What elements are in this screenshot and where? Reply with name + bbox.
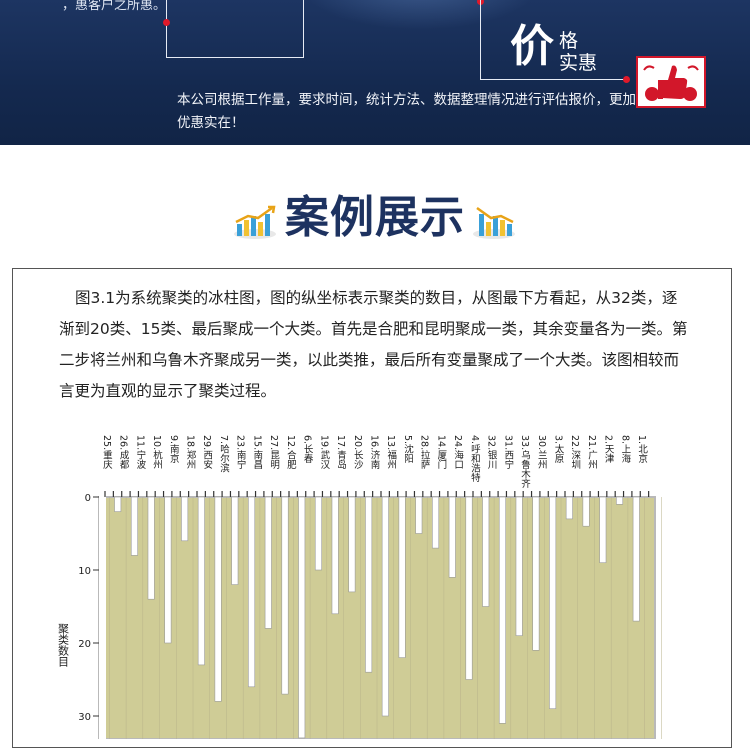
icicle-gap <box>432 496 440 549</box>
category-label: 33.乌鲁木齐 <box>519 435 531 489</box>
category-label: 30.兰州 <box>536 435 548 469</box>
banner-prev-text: ，惠客户之所惠。 <box>62 0 167 13</box>
icicle-gap <box>498 496 506 724</box>
category-label: 15.南昌 <box>251 435 263 470</box>
icicle-gap <box>415 496 423 534</box>
category-label: 16.济南 <box>369 435 381 469</box>
section-title: 案例展示 <box>285 192 465 243</box>
icicle-gap <box>582 496 590 527</box>
icicle-gap <box>130 496 138 556</box>
category-label: 31.西宁 <box>502 435 514 469</box>
icicle-gap <box>532 496 540 651</box>
pricing-banner: ，惠客户之所惠。 价 格 实惠 本公司根据工作量，要求时间，统计方法、数据整理情… <box>0 0 750 145</box>
category-label: 18.郑州 <box>185 435 197 469</box>
icicle-gap <box>181 496 189 542</box>
icicle-gap <box>515 496 523 636</box>
case-panel: 图3.1为系统聚类的冰柱图，图的纵坐标表示聚类的数目，从图最下方看起，从32类，… <box>12 268 732 748</box>
category-label: 3.太原 <box>553 435 565 463</box>
banner-frame-right <box>480 0 627 80</box>
icicle-gap <box>448 496 456 578</box>
category-label: 28.拉萨 <box>419 435 431 470</box>
category-label: 5.沈阳 <box>402 435 414 463</box>
category-label: 2.天津 <box>603 435 615 464</box>
icicle-gap <box>164 496 172 644</box>
category-label: 27.昆明 <box>268 435 280 470</box>
price-big-char: 价 <box>510 21 554 72</box>
icicle-gap <box>381 496 389 717</box>
icicle-gap <box>114 496 122 512</box>
category-label: 8.上海 <box>619 435 631 464</box>
category-label: 7.哈尔滨 <box>218 435 230 473</box>
icicle-gap <box>281 496 289 695</box>
red-dot-icon <box>623 76 630 83</box>
category-label: 11.宁波 <box>134 435 146 470</box>
icicle-gap <box>398 496 406 658</box>
case-paragraph: 图3.1为系统聚类的冰柱图，图的纵坐标表示聚类的数目，从图最下方看起，从32类，… <box>59 289 688 400</box>
y-tick-label: 0 <box>85 493 91 504</box>
icicle-gap <box>231 496 239 585</box>
chart-deco-icon <box>234 205 276 239</box>
icicle-gap <box>248 496 256 688</box>
icicle-gap <box>465 496 473 680</box>
red-dot-icon <box>163 19 170 26</box>
y-tick-label: 30 <box>78 712 91 723</box>
category-label: 19.武汉 <box>318 435 330 470</box>
icicle-gap <box>365 496 373 673</box>
pricing-description: 本公司根据工作量，要求时间，统计方法、数据整理情况进行评估报价，更加优惠实在！ <box>177 92 636 131</box>
icicle-gap <box>331 496 339 615</box>
icicle-gap <box>314 496 322 571</box>
category-label: 10.杭州 <box>151 435 163 469</box>
banner-frame-left <box>166 0 304 58</box>
category-label: 32.银川 <box>486 435 498 469</box>
category-label: 20.长沙 <box>352 435 364 469</box>
icicle-gap <box>599 496 607 563</box>
category-label: 14.厦门 <box>435 435 447 470</box>
category-label: 29.西安 <box>201 435 213 470</box>
thumbs-up-icon <box>636 56 706 108</box>
icicle-gap <box>632 496 640 622</box>
left-rail <box>99 495 106 739</box>
banner-glow <box>300 0 540 30</box>
icicle-gap <box>214 496 222 702</box>
category-label: 12.合肥 <box>285 435 297 470</box>
icicle-gap <box>264 496 272 629</box>
category-label: 9.南京 <box>168 435 180 464</box>
icicle-gap <box>565 496 573 520</box>
icicle-gap <box>549 496 557 709</box>
category-label: 17.青岛 <box>335 435 347 470</box>
category-label: 24.海口 <box>452 435 464 469</box>
category-label: 25.重庆 <box>101 435 113 470</box>
category-label: 23.南宁 <box>235 435 247 469</box>
category-label: 13.福州 <box>385 435 397 469</box>
price-small-2: 实惠 <box>559 52 598 74</box>
price-small-1: 格 <box>559 30 579 52</box>
category-label: 6.长春 <box>302 435 314 464</box>
icicle-gap <box>147 496 155 600</box>
icicle-gap <box>616 496 624 505</box>
icicle-gap <box>348 496 356 593</box>
y-axis-title: 聚类数目 <box>57 623 70 667</box>
y-tick-label: 20 <box>78 639 91 650</box>
category-label: 26.成都 <box>118 435 130 470</box>
category-label: 21.广州 <box>586 435 598 469</box>
category-label: 4.呼和浩特 <box>469 435 481 482</box>
category-label: 1.北京 <box>636 435 648 464</box>
icicle-gap <box>197 496 205 666</box>
icicle-chart: 0 10 20 30 聚类数目 25.重庆 26.成都 11.宁波 10.杭州 9.南京 18.郑州… <box>57 435 662 739</box>
chart-deco-icon <box>473 206 515 239</box>
icicle-gap <box>298 496 306 739</box>
category-label: 22.深圳 <box>569 435 581 469</box>
icicle-gap <box>482 496 490 607</box>
y-tick-label: 10 <box>78 566 91 577</box>
